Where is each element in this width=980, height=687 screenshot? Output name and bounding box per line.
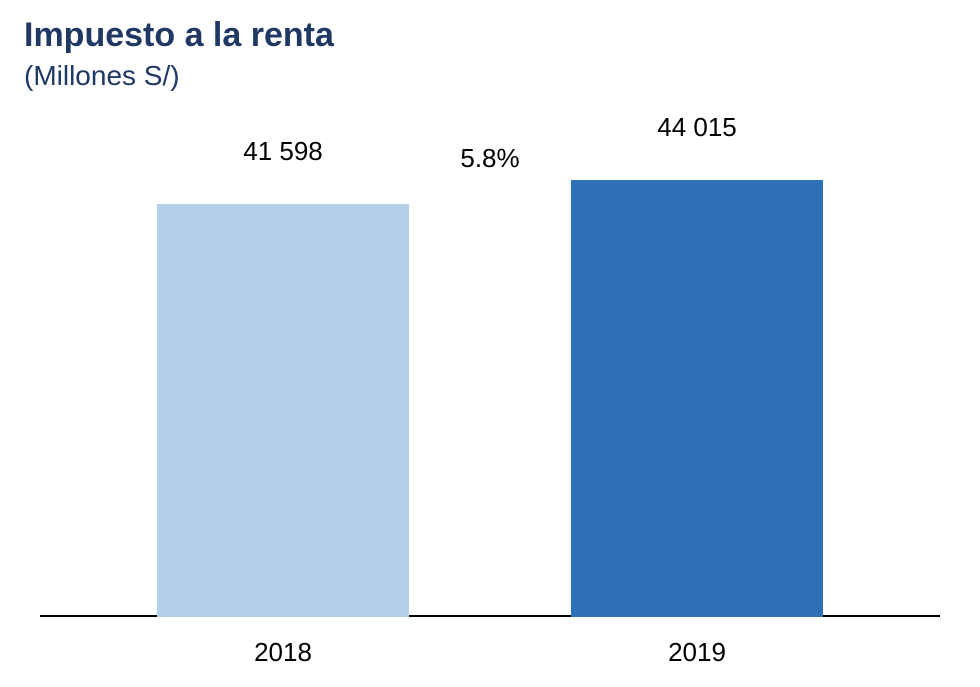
chart-title: Impuesto a la renta [24, 16, 334, 55]
category-label-2018: 2018 [254, 637, 312, 668]
chart-subtitle: (Millones S/) [24, 60, 180, 92]
category-label-2019: 2019 [668, 637, 726, 668]
x-axis-labels: 2018 2019 [40, 627, 940, 667]
bar-value-label-2019: 44 015 [657, 112, 737, 143]
plot-area: 5.8% 41 59844 015 [40, 120, 940, 617]
bar-2018 [157, 204, 409, 617]
bar-2019 [571, 180, 823, 618]
chart-container: Impuesto a la renta (Millones S/) 5.8% 4… [0, 0, 980, 687]
bar-value-label-2018: 41 598 [243, 136, 323, 167]
percent-change-label: 5.8% [460, 143, 519, 174]
